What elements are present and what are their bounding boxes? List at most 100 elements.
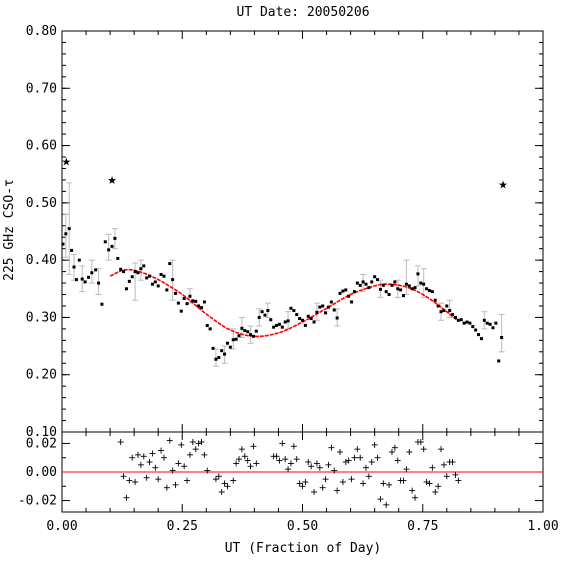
data-point [416, 272, 420, 276]
data-point [456, 318, 460, 322]
data-point [80, 277, 84, 281]
main-plot-panel: 0.10 0.20 0.30 0.40 0.50 0.60 0.70 0.80 ★ ★ ★ [26, 24, 544, 440]
y-tick-label: -0.02 [18, 494, 57, 509]
x-tick-label: 1.00 [527, 519, 558, 534]
residual-point [391, 444, 398, 451]
data-point [312, 320, 316, 324]
residual-point [339, 479, 346, 485]
data-point [231, 338, 235, 342]
data-point [381, 283, 385, 287]
residual-point [166, 437, 173, 444]
residual-point [305, 459, 312, 465]
data-point [113, 236, 117, 240]
residual-point [149, 450, 156, 457]
residual-point [218, 489, 225, 495]
y-tick-label: 0.40 [26, 253, 57, 268]
data-point [191, 299, 195, 303]
data-point [289, 306, 293, 310]
y-tick-label: 0.30 [26, 310, 57, 325]
residual-point [117, 439, 124, 445]
y-tick-label: 0.20 [26, 368, 57, 383]
data-point [468, 321, 472, 325]
data-point [413, 286, 417, 290]
residual-point [409, 487, 416, 494]
residual-point [386, 481, 393, 488]
residual-point [132, 479, 139, 485]
data-point [373, 275, 377, 279]
data-point [61, 242, 65, 246]
data-point [338, 291, 342, 295]
data-point [402, 294, 406, 298]
residual-point [279, 440, 286, 447]
residual-point [134, 451, 141, 458]
data-point [283, 320, 287, 324]
residual-point [449, 459, 456, 465]
residual-point [371, 441, 378, 448]
y-tick-label: 0.10 [26, 425, 57, 440]
data-point [494, 321, 498, 325]
residual-point [354, 446, 361, 453]
residual-point [325, 461, 332, 468]
data-point [100, 302, 104, 306]
data-point [179, 309, 183, 313]
y-tick-label: 0.02 [26, 436, 57, 451]
residual-point [435, 483, 442, 490]
data-point [208, 327, 212, 331]
data-point [309, 317, 313, 321]
residual-point [160, 454, 167, 461]
residual-plot-panel: 0.00 0.25 0.50 0.75 1.00 0.02 0.00 -0.02 [18, 431, 559, 534]
x-tick-label: 0.25 [167, 519, 198, 534]
data-point [497, 359, 501, 363]
residual-point [331, 467, 338, 474]
data-point [67, 227, 71, 231]
data-point [139, 267, 143, 271]
data-point [234, 337, 238, 341]
residual-point [178, 441, 185, 448]
outlier-star: ★ [107, 174, 117, 187]
data-point [240, 326, 244, 330]
data-point [272, 325, 276, 329]
data-point [427, 289, 431, 293]
data-point [344, 288, 348, 292]
residual-point [296, 480, 303, 487]
data-point [326, 305, 330, 309]
data-point [425, 287, 429, 291]
outlier-star: ★ [61, 156, 71, 169]
data-point [90, 271, 94, 275]
residual-point [429, 464, 436, 471]
residual-point [175, 460, 182, 467]
data-point [260, 310, 264, 314]
data-point [318, 305, 322, 309]
data-point [396, 287, 400, 291]
data-point [110, 244, 114, 248]
residual-point [406, 449, 413, 455]
residual-point [443, 473, 450, 480]
residual-point [322, 476, 329, 483]
data-point [74, 278, 78, 282]
data-point [422, 282, 426, 286]
data-point [122, 270, 126, 274]
data-point [142, 264, 146, 268]
data-point [237, 334, 241, 338]
data-point [225, 341, 229, 345]
data-point [315, 310, 319, 314]
data-point [465, 320, 469, 324]
residual-point [380, 480, 387, 487]
residual-point [276, 457, 283, 464]
data-point [72, 265, 76, 269]
data-point [182, 297, 186, 301]
residual-point [403, 466, 410, 473]
data-point [280, 325, 284, 329]
residual-point [420, 446, 427, 453]
residual-point [328, 444, 335, 451]
residual-point [172, 481, 179, 488]
residual-point [201, 451, 208, 458]
chart-title: UT Date: 20050206 [236, 5, 369, 20]
data-point [474, 328, 478, 332]
data-point [399, 288, 403, 292]
residual-point [221, 480, 228, 487]
data-point [199, 306, 203, 310]
data-point [148, 274, 152, 278]
data-point [335, 316, 339, 320]
data-point [384, 290, 388, 294]
